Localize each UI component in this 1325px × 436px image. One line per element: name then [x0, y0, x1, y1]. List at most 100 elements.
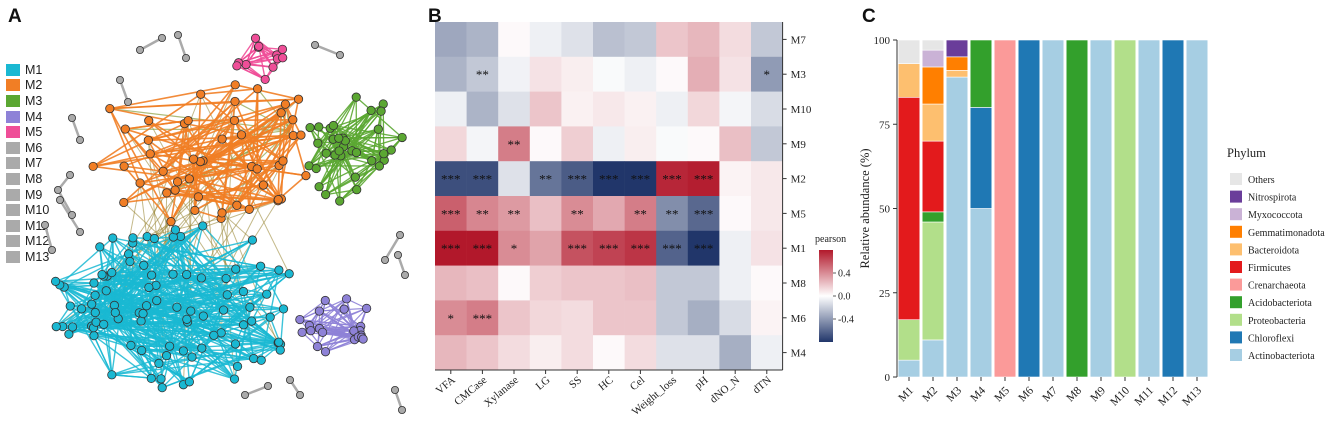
heatmap-cell: [561, 265, 594, 301]
network-node: [65, 301, 75, 311]
significance-stars: ***: [631, 172, 651, 187]
network-edge: [91, 274, 152, 305]
legend-swatch: [1230, 208, 1242, 221]
network-node: [172, 302, 182, 312]
network-node: [144, 282, 154, 293]
network-edge: [125, 119, 189, 130]
network-edge: [99, 246, 113, 375]
bar-segment: [897, 63, 921, 98]
legend-swatch: [6, 94, 20, 107]
panel-a-label: A: [8, 6, 22, 27]
heatmap-cell: [498, 22, 531, 58]
legend-swatch: [1230, 190, 1242, 203]
network-node: [51, 321, 61, 332]
network-node: [358, 334, 368, 344]
network-node: [186, 306, 196, 316]
bar-segment: [921, 221, 945, 341]
network-node: [230, 80, 240, 90]
network-node: [252, 84, 263, 94]
network-edge: [123, 184, 264, 204]
heatmap-cell: [593, 56, 625, 92]
stacked-bar-chart: 0 25 50 75 100 Relative abundance (%) M1 M2 M3 M4…: [858, 35, 1325, 408]
significance-stars: ***: [473, 311, 493, 326]
network-node: [230, 96, 240, 107]
network-node: [120, 124, 130, 134]
network-node: [56, 195, 65, 204]
network-edge: [308, 153, 384, 167]
significance-stars: *: [448, 311, 455, 326]
network-edge: [150, 134, 302, 155]
network-node: [230, 339, 241, 349]
network-node: [161, 351, 172, 361]
heatmap-cell: [687, 335, 720, 371]
heatmap-cell: [656, 22, 689, 58]
network-edge: [338, 109, 372, 139]
network-node: [190, 205, 200, 215]
network-node: [265, 312, 275, 322]
legend-label: M12: [25, 234, 50, 249]
network-node: [245, 302, 255, 312]
network-edges: [43, 34, 407, 411]
network-node: [90, 290, 100, 300]
network-edge: [340, 155, 358, 190]
network-node: [268, 62, 278, 72]
network-node: [335, 196, 345, 206]
network-node: [217, 208, 227, 218]
network-node: [91, 317, 101, 327]
network-node: [143, 135, 153, 145]
heatmap-cell: [624, 265, 657, 301]
network-node: [166, 217, 176, 227]
network-edge: [194, 94, 202, 211]
heatmap-cell: [466, 335, 499, 371]
network-graph: [41, 30, 409, 414]
heatmap-cell: [498, 126, 531, 162]
significance-stars: **: [476, 67, 489, 82]
network-node: [124, 98, 133, 107]
network-node: [157, 383, 167, 393]
network-node: [350, 172, 360, 182]
network-edge: [71, 261, 131, 328]
heatmap-cell: [719, 265, 752, 301]
row-label: M4: [791, 348, 807, 360]
network-node: [334, 146, 344, 156]
network-node: [256, 261, 266, 271]
network-node: [362, 303, 372, 313]
bar-segment: [921, 339, 945, 378]
network-node: [172, 177, 183, 187]
network-node: [222, 290, 232, 300]
x-tick-label: M7: [1040, 384, 1060, 404]
network-edge: [142, 265, 261, 315]
heatmap-cell: [466, 265, 499, 301]
legend-swatch: [6, 172, 20, 185]
heatmap-cell: [656, 230, 689, 266]
network-node: [258, 180, 268, 190]
significance-stars: **: [476, 206, 489, 221]
heatmap-cell: [656, 335, 689, 371]
heatmap-cell: [656, 196, 689, 232]
network-edge: [324, 308, 345, 352]
heatmap-cell: [593, 126, 625, 162]
heatmap-cell: [498, 230, 531, 266]
network-node: [390, 385, 399, 394]
network-node: [376, 106, 386, 116]
network-node: [89, 278, 99, 288]
bar-segment: [993, 39, 1017, 378]
legend-swatch: [1230, 349, 1242, 361]
network-node: [263, 381, 272, 390]
network-edge: [124, 128, 164, 172]
network-edge: [174, 168, 258, 191]
network-edge: [176, 34, 188, 59]
x-tick-label: M1: [896, 384, 916, 404]
heatmap-cell: [561, 126, 594, 162]
heatmap-cell: [498, 300, 531, 336]
legend-item-m1: M1: [6, 62, 49, 78]
heatmap-cell: [593, 265, 625, 301]
network-edge: [260, 265, 285, 310]
network-node: [317, 327, 328, 337]
network-node: [231, 264, 241, 274]
legend-label: Crenarchaeota: [1248, 281, 1306, 292]
heatmap-cell: [624, 91, 657, 127]
y-tick-label: 75: [879, 119, 891, 131]
column-label: LG: [534, 374, 553, 393]
heatmap-cell: [751, 161, 783, 197]
